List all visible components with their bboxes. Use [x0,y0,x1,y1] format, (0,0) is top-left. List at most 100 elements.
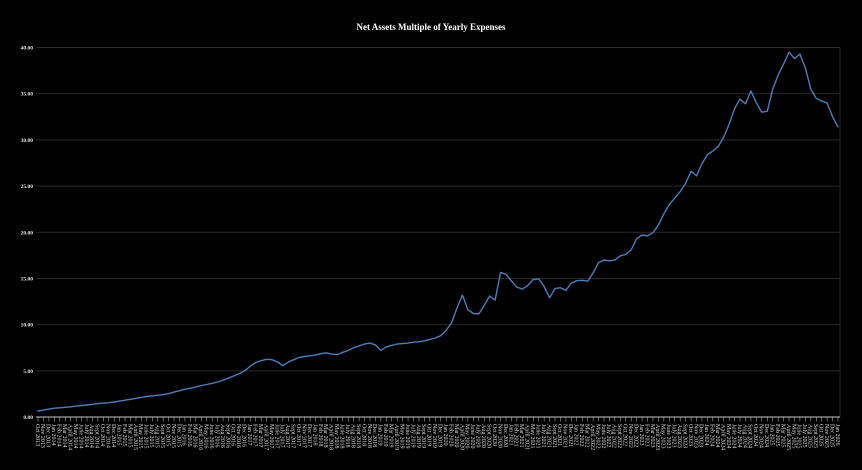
x-tick-label: Jan 2015 [115,424,121,446]
x-tick-label: June 2022 [600,424,606,449]
x-tick-label: April 2019 [393,424,399,450]
y-tick-label: 25.00 [21,184,34,190]
x-tick-label: Nov 2019 [431,424,437,448]
x-tick-label: Mar 2019 [388,424,394,448]
x-tick-label: Aug 2022 [611,424,617,448]
x-tick-label: Nov 2017 [300,424,306,448]
x-tick-label: July 2019 [409,424,415,448]
x-tick-label: Aug 2017 [284,424,290,448]
x-tick-label: June 2023 [665,424,671,449]
x-tick-label: Jan 2022 [573,424,579,446]
x-tick-label: Mar 2020 [453,424,459,448]
x-tick-label: June 2014 [77,424,83,449]
x-tick-label: May 2017 [268,424,274,449]
x-tick-label: May 2019 [398,424,404,449]
x-tick-label: Nov 2014 [105,424,111,448]
x-tick-label: Jan 2023 [638,424,644,446]
x-tick-label: Dec 2013 [45,424,51,447]
x-tick-label: Nov 2015 [170,424,176,448]
x-tick-label: Feb 2025 [774,424,780,447]
x-tick-label: Aug 2016 [219,424,225,448]
x-tick-label: Oct 2014 [99,424,105,446]
x-tick-label: Feb 2018 [317,424,323,447]
x-tick-label: Dec 2014 [110,424,116,447]
x-tick-label: Feb 2014 [56,424,62,447]
x-tick-label: Sept 2020 [486,424,492,448]
x-tick-label: July 2022 [605,424,611,448]
x-tick-label: Oct 2025 [817,424,823,446]
x-tick-label: July 2020 [475,424,481,448]
y-axis-labels: 0.00 5.00 10.00 15.00 20.00 25.00 30.00 35.00 40… [21,46,34,422]
x-tick-label: Feb 2015 [121,424,127,447]
x-tick-label: Sept 2016 [224,424,230,448]
x-tick-label: July 2016 [213,424,219,448]
gridlines [36,47,841,417]
x-tick-label: Feb 2022 [578,424,584,447]
x-tick-label: April 2021 [524,424,530,450]
x-tick-label: Nov 2022 [627,424,633,448]
x-tick-label: Aug 2020 [480,424,486,448]
y-tick-label: 15.00 [21,276,34,282]
x-tick-label: April 2025 [785,424,791,450]
x-tick-label: Aug 2023 [676,424,682,448]
x-tick-label: April 2015 [132,424,138,450]
x-tick-label: April 2023 [654,424,660,450]
data-series [37,51,839,412]
x-tick-label: Nov 2024 [758,424,764,448]
x-tick-label: Jan 2014 [50,424,56,446]
x-tick-label: June 2024 [730,424,736,449]
y-tick-label: 40.00 [21,46,34,52]
x-tick-label: July 2024 [736,424,742,448]
x-tick-label: Dec 2017 [306,424,312,447]
x-tick-label: Sept 2018 [355,424,361,448]
x-tick-label: Oct 2018 [360,424,366,446]
x-tick-label: Dec 2015 [175,424,181,447]
x-tick-label: Dec 2019 [437,424,443,447]
x-tick-label: July 2025 [801,424,807,448]
x-tick-label: Aug 2025 [807,424,813,448]
x-tick-label: Jan 2021 [507,424,513,446]
x-tick-label: Mar 2017 [257,424,263,448]
x-tick-label: July 2023 [671,424,677,448]
x-tick-label: Nov 2016 [235,424,241,448]
x-tick-label: Feb 2023 [643,424,649,447]
x-tick-label: Sept 2022 [616,424,622,448]
x-tick-label: Aug 2024 [741,424,747,448]
x-tick-label: Mar 2015 [126,424,132,448]
x-tick-label: Sept 2023 [681,424,687,448]
x-tick-label: Mar 2022 [583,424,589,448]
x-tick-label: Oct 2015 [164,424,170,446]
x-tick-label: Nov 2013 [39,424,45,448]
x-tick-label: May 2025 [790,424,796,449]
x-tick-label: April 2020 [458,424,464,450]
x-tick-label: May 2020 [464,424,470,449]
x-tick-label: Sept 2021 [551,424,557,448]
x-tick-label: June 2021 [534,424,540,449]
x-tick-label: May 2021 [529,424,535,449]
x-tick-label: Sept 2025 [812,424,818,448]
x-tick-label: Dec 2024 [763,424,769,447]
y-tick-label: 35.00 [21,92,34,98]
x-tick-label: Sept 2017 [290,424,296,448]
x-tick-label: Feb 2017 [251,424,257,447]
x-tick-label: Mar 2014 [61,424,67,448]
x-tick-label: Dec 2020 [502,424,508,447]
x-tick-label: Jan 2016 [181,424,187,446]
x-tick-label: May 2024 [725,424,731,449]
x-tick-label: Dec 2021 [567,424,573,447]
x-tick-label: Jan 2017 [246,424,252,446]
x-tick-label: June 2025 [796,424,802,449]
x-tick-label: Nov 2023 [692,424,698,448]
x-tick-label: Jan 2018 [311,424,317,446]
x-tick-label: April 2024 [720,424,726,450]
x-tick-label: May 2014 [72,424,78,449]
x-tick-label: Nov 2020 [496,424,502,448]
x-tick-label: Nov 2021 [562,424,568,448]
x-tick-label: Sept 2019 [420,424,426,448]
x-tick-label: Mar 2018 [322,424,328,448]
x-tick-label: June 2017 [273,424,279,449]
x-tick-label: April 2018 [328,424,334,450]
x-tick-label: Sept 2014 [94,424,100,448]
y-tick-label: 10.00 [21,323,34,329]
